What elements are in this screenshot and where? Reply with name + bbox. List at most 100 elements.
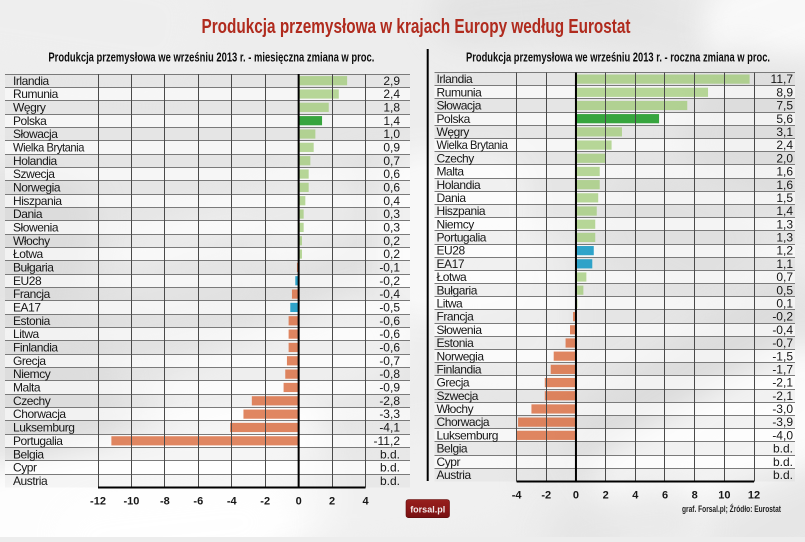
svg-text:Austria: Austria xyxy=(437,468,472,482)
svg-text:1,0: 1,0 xyxy=(383,127,400,141)
svg-text:-2: -2 xyxy=(260,495,270,507)
svg-text:5,6: 5,6 xyxy=(776,112,793,126)
svg-text:EA17: EA17 xyxy=(13,301,41,315)
svg-text:Wielka Brytania: Wielka Brytania xyxy=(437,138,509,152)
svg-text:Luksemburg: Luksemburg xyxy=(437,428,499,442)
svg-text:Grecja: Grecja xyxy=(437,376,470,390)
svg-text:Hiszpania: Hiszpania xyxy=(437,204,486,218)
svg-text:1,3: 1,3 xyxy=(776,217,793,231)
svg-text:-0,4: -0,4 xyxy=(379,287,400,301)
svg-text:-0,2: -0,2 xyxy=(772,310,793,324)
svg-text:0,7: 0,7 xyxy=(383,154,400,168)
svg-text:Bułgaria: Bułgaria xyxy=(437,283,478,297)
svg-text:0,2: 0,2 xyxy=(383,247,400,261)
svg-text:Włochy: Włochy xyxy=(437,402,474,416)
svg-text:0,5: 0,5 xyxy=(776,283,793,297)
svg-text:10: 10 xyxy=(718,489,730,501)
svg-text:b.d.: b.d. xyxy=(773,455,793,469)
svg-text:Bułgaria: Bułgaria xyxy=(13,261,54,275)
svg-text:Austria: Austria xyxy=(13,474,48,488)
svg-text:-0,2: -0,2 xyxy=(379,274,400,288)
svg-text:Łotwa: Łotwa xyxy=(13,247,44,261)
svg-text:Niemcy: Niemcy xyxy=(13,367,51,381)
svg-text:1,3: 1,3 xyxy=(776,231,793,245)
svg-text:-12: -12 xyxy=(90,495,106,507)
svg-text:-0,1: -0,1 xyxy=(379,261,400,275)
svg-text:0,7: 0,7 xyxy=(776,270,793,284)
svg-text:Węgry: Węgry xyxy=(437,125,470,139)
svg-text:-4: -4 xyxy=(227,495,238,507)
svg-text:Polska: Polska xyxy=(13,114,47,128)
svg-text:Chorwacja: Chorwacja xyxy=(13,407,66,421)
svg-text:11,7: 11,7 xyxy=(771,72,794,86)
svg-text:Estonia: Estonia xyxy=(437,336,475,350)
svg-text:1,1: 1,1 xyxy=(776,257,793,271)
svg-text:-0,8: -0,8 xyxy=(379,367,400,381)
svg-text:2,4: 2,4 xyxy=(383,87,400,101)
svg-text:Norwegia: Norwegia xyxy=(13,180,61,194)
svg-text:Dania: Dania xyxy=(437,191,467,205)
svg-text:b.d.: b.d. xyxy=(380,447,400,461)
svg-text:Rumunia: Rumunia xyxy=(13,87,59,101)
svg-text:-0,9: -0,9 xyxy=(379,381,400,395)
svg-text:-0,6: -0,6 xyxy=(379,341,400,355)
svg-text:7,5: 7,5 xyxy=(776,99,793,113)
svg-text:8,9: 8,9 xyxy=(776,85,793,99)
svg-text:Słowacja: Słowacja xyxy=(437,99,482,113)
svg-text:Finlandia: Finlandia xyxy=(437,362,482,376)
svg-text:4: 4 xyxy=(632,489,639,501)
svg-text:Słowenia: Słowenia xyxy=(13,221,59,235)
svg-text:Portugalia: Portugalia xyxy=(437,231,487,245)
svg-text:EU28: EU28 xyxy=(13,274,42,288)
svg-text:Litwa: Litwa xyxy=(13,327,40,341)
svg-text:Produkcja przemysłowa we wrześ: Produkcja przemysłowa we wrześniu 2013 r… xyxy=(48,51,374,65)
svg-text:0: 0 xyxy=(573,489,579,501)
svg-text:2,0: 2,0 xyxy=(776,151,793,165)
svg-text:Malta: Malta xyxy=(13,381,41,395)
svg-text:-2,8: -2,8 xyxy=(379,394,400,408)
svg-text:-1,5: -1,5 xyxy=(772,349,793,363)
svg-text:-0,7: -0,7 xyxy=(772,336,793,350)
svg-text:6: 6 xyxy=(662,489,668,501)
svg-text:b.d.: b.d. xyxy=(773,468,793,482)
svg-text:Cypr: Cypr xyxy=(13,461,37,475)
svg-text:0,1: 0,1 xyxy=(776,297,793,311)
svg-text:Szwecja: Szwecja xyxy=(13,167,55,181)
svg-text:Francja: Francja xyxy=(13,287,51,301)
svg-text:-0,5: -0,5 xyxy=(379,301,400,315)
svg-text:Estonia: Estonia xyxy=(13,314,51,328)
svg-text:4: 4 xyxy=(362,495,369,507)
svg-text:2: 2 xyxy=(329,495,335,507)
svg-text:-4,0: -4,0 xyxy=(772,428,793,442)
svg-text:-3,9: -3,9 xyxy=(772,415,793,429)
svg-text:EA17: EA17 xyxy=(437,257,465,271)
svg-text:-0,7: -0,7 xyxy=(379,354,400,368)
svg-text:1,4: 1,4 xyxy=(776,204,793,218)
svg-text:2,9: 2,9 xyxy=(383,74,400,88)
svg-text:graf. Forsal.pl; Źródło: Euros: graf. Forsal.pl; Źródło: Eurostat xyxy=(682,504,782,515)
svg-text:0,6: 0,6 xyxy=(383,180,400,194)
svg-text:1,6: 1,6 xyxy=(776,165,793,179)
svg-text:Luksemburg: Luksemburg xyxy=(13,421,75,435)
svg-text:b.d.: b.d. xyxy=(773,442,793,456)
svg-text:Produkcja przemysłowa w krajac: Produkcja przemysłowa w krajach Europy w… xyxy=(202,16,631,38)
svg-text:Grecja: Grecja xyxy=(13,354,46,368)
svg-text:Węgry: Węgry xyxy=(13,100,46,114)
svg-text:0,9: 0,9 xyxy=(383,140,400,154)
svg-text:Cypr: Cypr xyxy=(437,455,461,469)
svg-text:0,3: 0,3 xyxy=(383,221,400,235)
svg-text:-11,2: -11,2 xyxy=(374,434,401,448)
svg-text:Dania: Dania xyxy=(13,207,43,221)
svg-text:Irlandia: Irlandia xyxy=(13,74,50,88)
svg-text:0,4: 0,4 xyxy=(383,194,400,208)
svg-text:-4,1: -4,1 xyxy=(379,421,400,435)
svg-text:-2,1: -2,1 xyxy=(772,389,793,403)
svg-text:1,6: 1,6 xyxy=(776,178,793,192)
svg-text:-3,0: -3,0 xyxy=(772,402,793,416)
svg-text:Rumunia: Rumunia xyxy=(437,85,483,99)
svg-text:-0,4: -0,4 xyxy=(772,323,793,337)
svg-text:1,4: 1,4 xyxy=(383,114,400,128)
svg-text:Chorwacja: Chorwacja xyxy=(437,415,490,429)
svg-text:1,5: 1,5 xyxy=(776,191,793,205)
svg-text:-4: -4 xyxy=(512,489,523,501)
